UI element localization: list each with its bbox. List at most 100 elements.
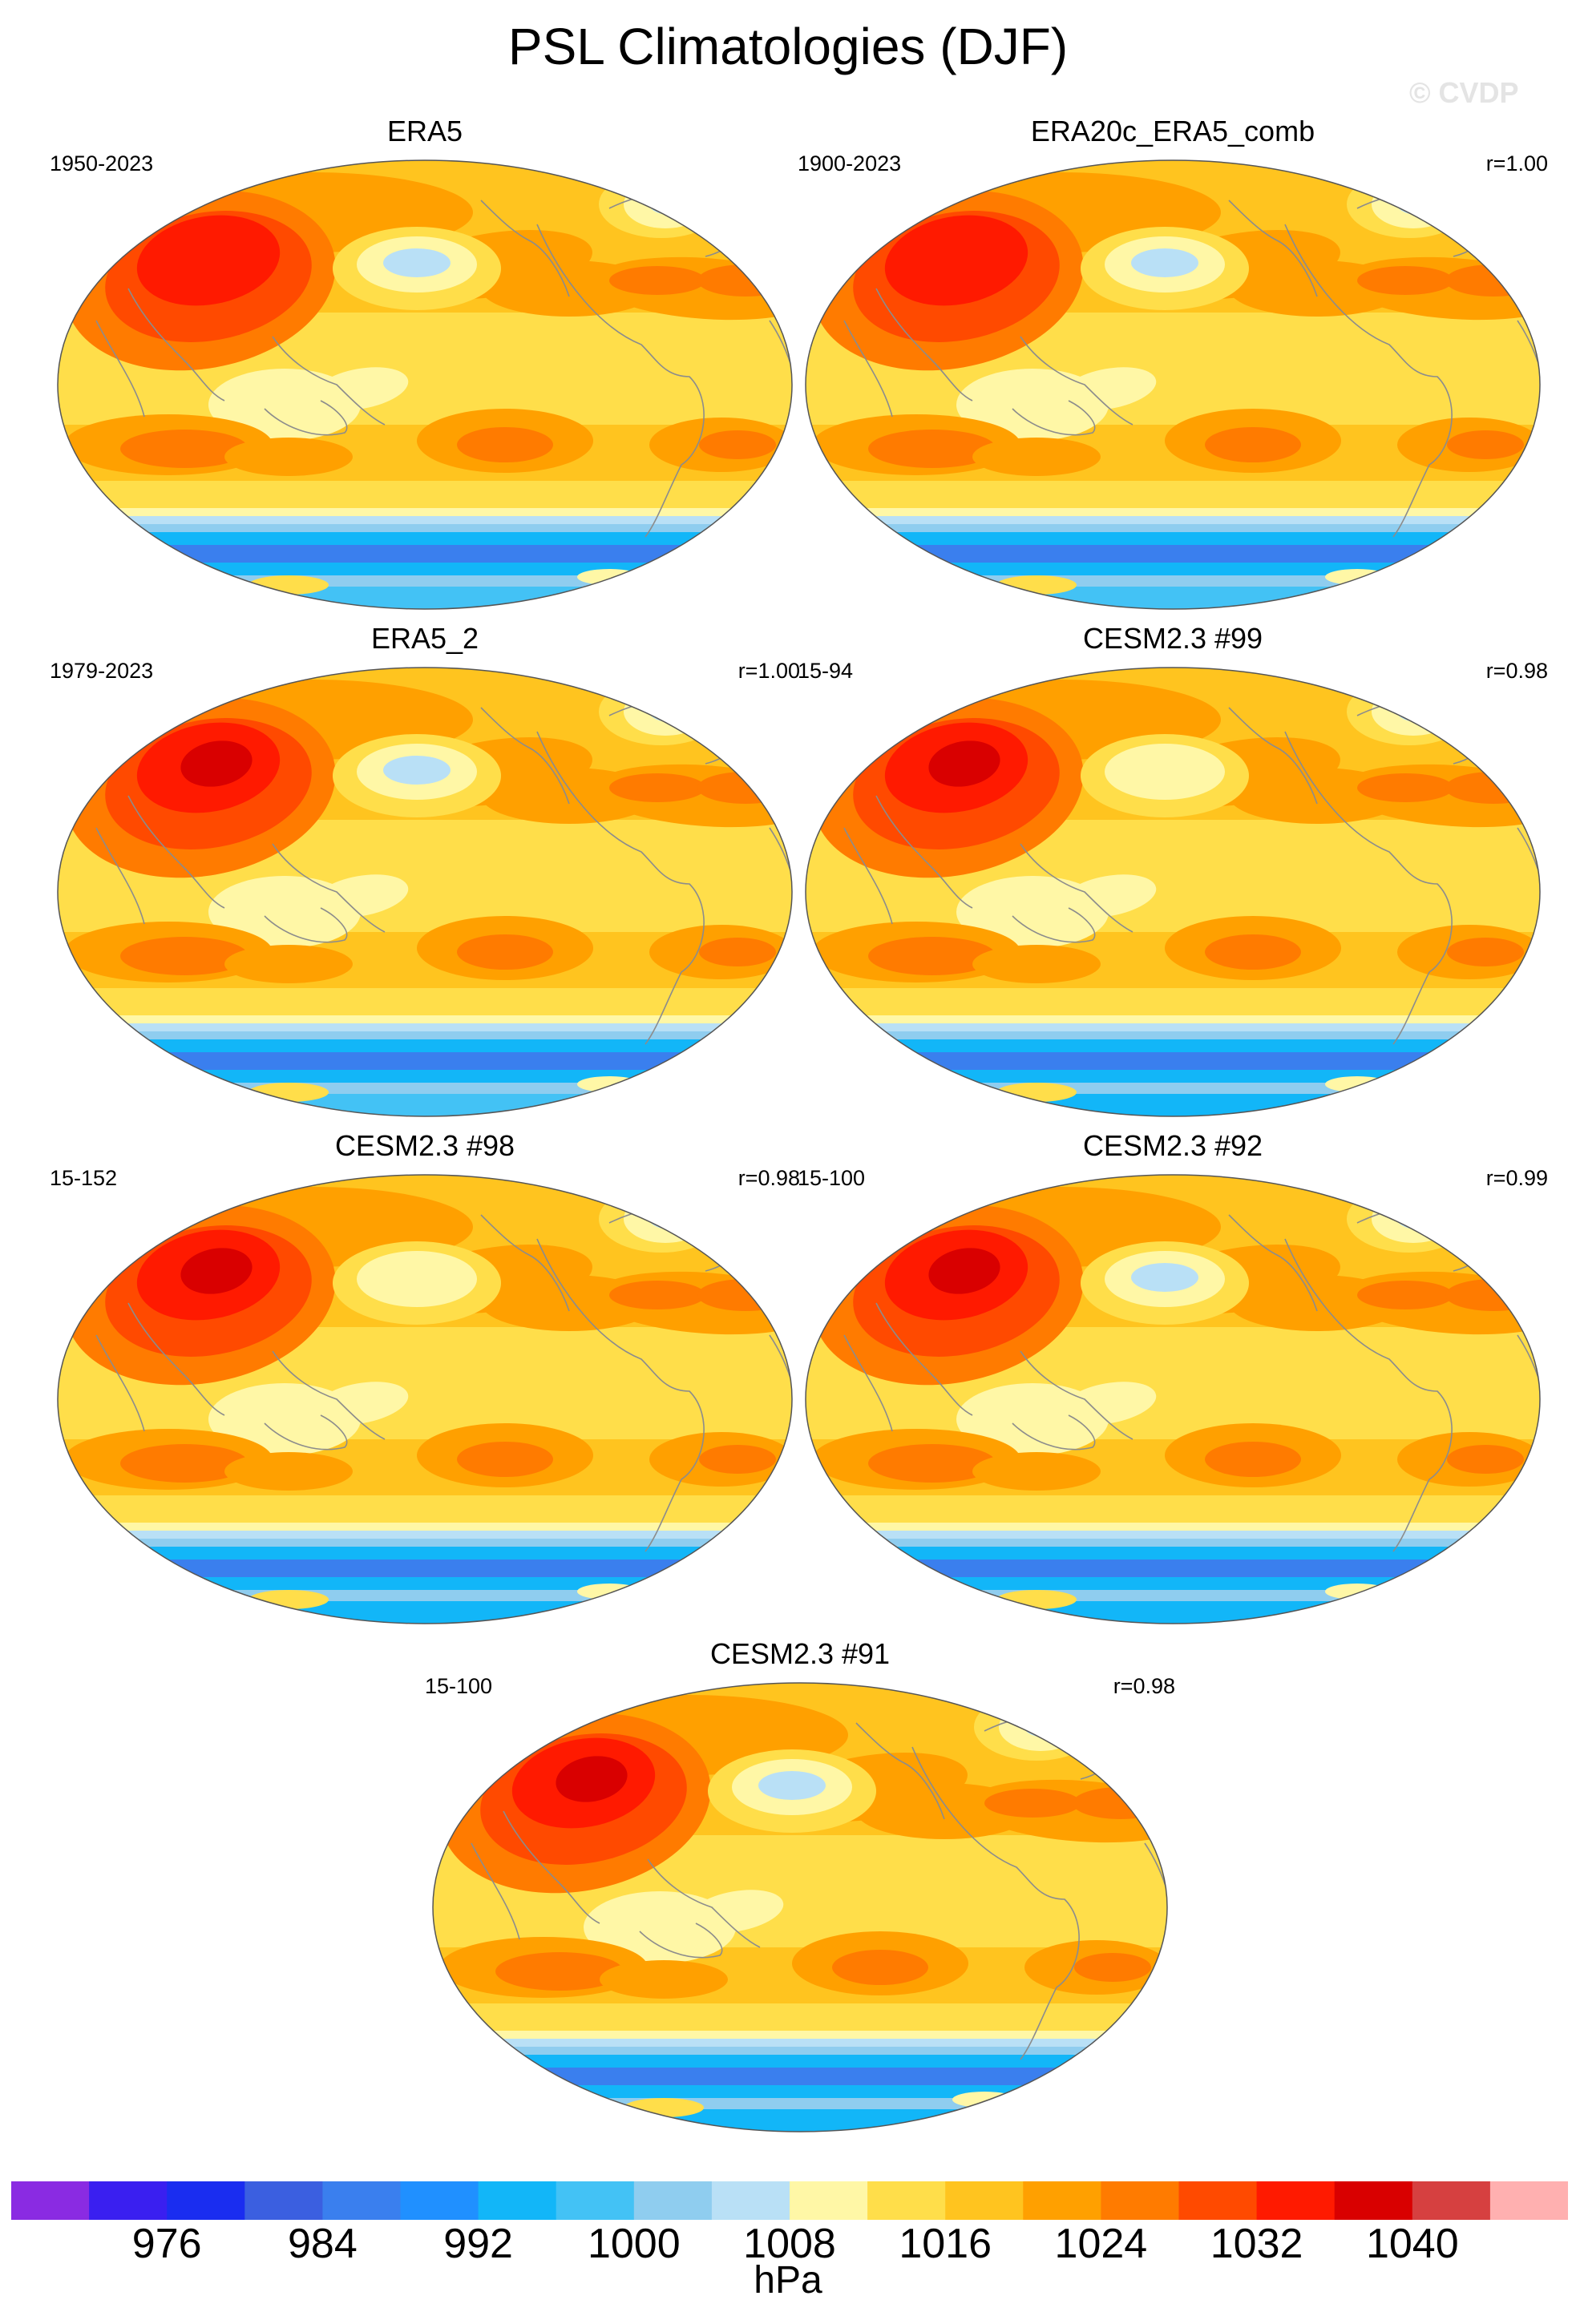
psl-contour-region xyxy=(972,1452,1101,1491)
colorbar-swatch xyxy=(1101,2181,1180,2220)
psl-zonal-band xyxy=(806,1039,1540,1052)
psl-zonal-band xyxy=(806,1523,1540,1531)
psl-map xyxy=(805,1174,1541,1624)
coastline-segment xyxy=(471,1842,520,1940)
panel-title: CESM2.3 #92 xyxy=(1082,1129,1263,1162)
panel-pattern-correlation: r=0.98 xyxy=(737,1166,800,1190)
panel-years: 1900-2023 xyxy=(798,151,902,176)
psl-zonal-band xyxy=(58,1495,792,1523)
coastline-segment xyxy=(480,1214,570,1312)
coastline-segment xyxy=(1012,400,1096,436)
psl-contour-region xyxy=(972,438,1101,476)
psl-contour-region xyxy=(224,438,353,476)
psl-contour-region xyxy=(1325,569,1389,585)
psl-contour-region xyxy=(999,1703,1082,1751)
psl-zonal-band xyxy=(58,532,792,545)
psl-contour-region xyxy=(609,266,705,295)
psl-contour-region xyxy=(868,430,996,468)
psl-zonal-band xyxy=(806,532,1540,545)
coastline-segment xyxy=(875,288,973,401)
psl-zonal-band xyxy=(806,1547,1540,1559)
psl-zonal-band xyxy=(806,575,1540,587)
psl-contour-region xyxy=(577,1584,641,1600)
coastline-segment xyxy=(875,1302,973,1416)
psl-contour-region xyxy=(1445,1279,1540,1311)
psl-contour-region xyxy=(1357,1281,1453,1309)
psl-contour-region xyxy=(1447,430,1524,459)
psl-map xyxy=(57,1174,793,1624)
psl-contour-region xyxy=(1131,248,1198,277)
psl-contour-region xyxy=(1325,1076,1389,1092)
map-panel: ERA20c_ERA5_comb 1900-2023 r=1.00 xyxy=(796,114,1550,611)
psl-contour-region xyxy=(832,1950,928,1985)
psl-contour-region xyxy=(928,1248,1000,1294)
psl-zonal-band xyxy=(806,1023,1540,1031)
psl-contour-region xyxy=(136,215,281,306)
psl-zonal-band xyxy=(58,563,792,575)
psl-map xyxy=(805,159,1541,610)
psl-zonal-band xyxy=(433,2055,1167,2068)
coastline-segment xyxy=(1020,843,1134,933)
psl-contour-region xyxy=(383,756,451,785)
panel-years: 15-152 xyxy=(50,1166,118,1190)
coastline-segment xyxy=(1284,1238,1453,1552)
psl-contour-region xyxy=(577,1076,641,1092)
psl-zonal-band xyxy=(433,2109,1167,2132)
colorbar-swatch xyxy=(400,2181,479,2220)
coastline-segment xyxy=(480,707,570,805)
psl-contour-region xyxy=(1325,1584,1389,1600)
psl-contour-region xyxy=(556,1756,628,1802)
psl-contour-region xyxy=(1372,688,1455,736)
coastline-segment xyxy=(1517,320,1540,393)
colorbar-swatch xyxy=(89,2181,168,2220)
psl-zonal-band xyxy=(58,524,792,532)
psl-zonal-band xyxy=(433,2068,1167,2085)
coastline-segment xyxy=(503,1810,600,1924)
psl-zonal-band xyxy=(58,1031,792,1039)
psl-contour-region xyxy=(758,1771,826,1800)
colorbar-swatch xyxy=(790,2181,868,2220)
coastline-segment xyxy=(843,320,893,418)
coastline-segment xyxy=(1228,1214,1318,1312)
coastline-segment xyxy=(536,224,705,538)
psl-zonal-band xyxy=(806,545,1540,563)
coastline-segment xyxy=(875,795,973,909)
psl-contour-region xyxy=(313,874,409,918)
psl-zonal-band xyxy=(58,1052,792,1070)
panel-pattern-correlation: r=1.00 xyxy=(1485,151,1548,176)
psl-map xyxy=(432,1682,1168,2132)
coastline-segment xyxy=(1517,827,1540,901)
psl-contour-region xyxy=(697,772,792,804)
psl-zonal-band xyxy=(806,1052,1540,1070)
panel-pattern-correlation: r=0.98 xyxy=(1485,659,1548,683)
psl-contour-region xyxy=(1061,1382,1157,1425)
psl-zonal-band xyxy=(58,1083,792,1094)
coastline-segment xyxy=(1284,731,1453,1045)
psl-zonal-band xyxy=(58,516,792,524)
colorbar-swatch xyxy=(867,2181,946,2220)
colorbar-tick-labels: 976 984 992 1000 1008 1016 1024 1032 1040 xyxy=(0,2221,1576,2266)
map-border xyxy=(805,667,1541,1117)
colorbar-swatch xyxy=(556,2181,635,2220)
psl-zonal-band xyxy=(806,516,1540,524)
psl-contour-region xyxy=(609,773,705,802)
coastline-segment xyxy=(272,843,386,933)
cvdp-watermark: © CVDP xyxy=(1409,76,1519,109)
panel-pattern-correlation: r=0.98 xyxy=(1113,1674,1175,1698)
psl-zonal-band xyxy=(433,2031,1167,2039)
psl-zonal-band xyxy=(806,1577,1540,1590)
coastline-segment xyxy=(911,1746,1080,2060)
psl-contour-region xyxy=(1205,1442,1301,1477)
panel-title: CESM2.3 #98 xyxy=(334,1129,515,1162)
psl-map xyxy=(57,159,793,610)
coastline-segment xyxy=(1284,224,1453,538)
psl-contour-region xyxy=(495,1952,624,1991)
coastline-segment xyxy=(843,827,893,925)
coastline-segment xyxy=(647,1858,761,1948)
psl-contour-region xyxy=(1372,1195,1455,1243)
psl-contour-region xyxy=(1408,1205,1431,1221)
psl-zonal-band xyxy=(806,1590,1540,1601)
psl-contour-region xyxy=(313,1382,409,1425)
colorbar-swatch xyxy=(244,2181,323,2220)
map-border xyxy=(57,667,793,1117)
